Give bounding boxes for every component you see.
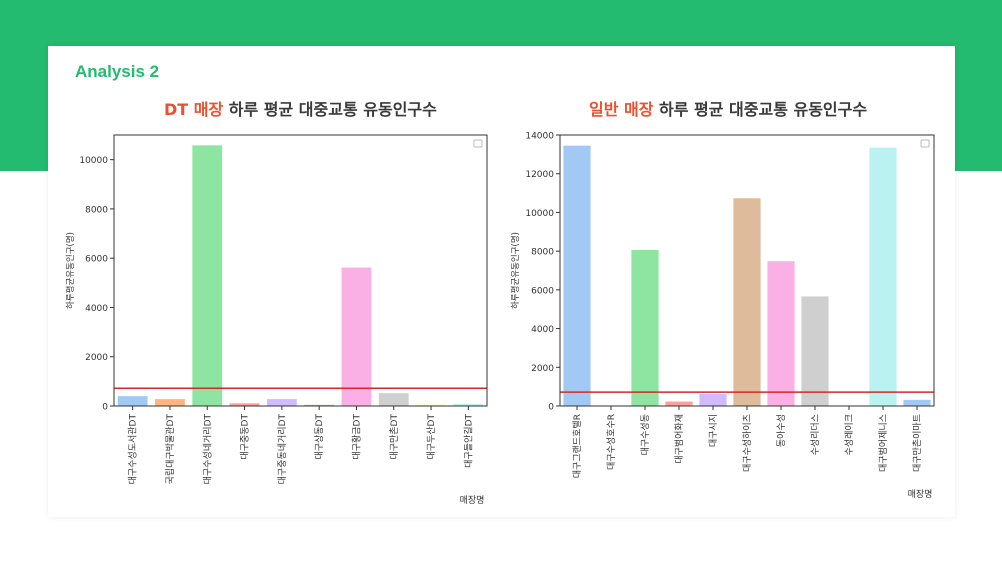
chart-1: 0 2000 4000 6000 8000 10000 12000 14000 대구그랜드호텔R… [510,132,935,500]
y-axis-label: 하루평균유동인구(명) [65,232,76,309]
y-tick-label: 12000 [525,170,554,180]
x-tick-label: 대구상동DT [314,414,325,460]
y-tick-label: 6000 [531,286,554,296]
bar-1 [155,399,185,406]
chart-title-general: 일반 매장 하루 평균 대중교통 유동인구수 [589,96,867,120]
bar-3 [229,403,260,406]
y-tick-label: 10000 [79,156,108,166]
y-tick-label: 8000 [531,248,554,258]
y-tick-label: 8000 [85,205,108,215]
x-axis-label: 매장명 [460,495,485,506]
x-tick-label: 대구수성동 [640,414,651,455]
y-tick-label: 6000 [85,255,108,265]
chart-title-rest: 하루 평균 대중교통 유동인구수 [653,100,868,119]
bar-2 [631,249,659,406]
bar-8 [416,404,446,406]
x-tick-label: 대구시지 [708,414,719,447]
bar-3 [665,401,693,406]
y-axis-label: 하루평균유동인구(명) [510,232,521,309]
bar-4 [699,393,727,406]
x-tick-label: 대구범어화재 [674,414,685,464]
bar-4 [266,399,297,406]
y-tick-label: 4000 [85,304,108,314]
x-tick-label: 대구황금DT [351,414,362,460]
x-tick-label: 대구들안길DT [463,413,474,467]
bar-6 [341,267,372,406]
x-tick-label: 동아수성 [776,414,787,447]
x-tick-label: 대구수성네거리DT [202,414,213,485]
x-tick-label: 대구수성하이츠 [742,414,753,472]
bar-9 [453,404,484,406]
x-tick-label: 대구두산DT [426,414,437,460]
x-tick-label: 대구그랜드호텔R [571,414,583,478]
bar-0 [563,145,591,406]
x-tick-label: 수성리더스 [810,414,821,455]
y-tick-label: 2000 [85,353,108,363]
chart-title-highlight: DT 매장 [164,100,224,119]
y-tick-label: 0 [102,403,108,413]
y-tick-label: 0 [548,403,554,413]
section-heading: Analysis 2 [75,62,160,81]
bar-5 [304,404,335,406]
y-tick-label: 4000 [531,325,554,335]
x-tick-label: 수성레이크 [844,414,855,455]
y-tick-label: 14000 [525,132,554,142]
chart-title-highlight: 일반 매장 [589,100,654,119]
bar-2 [192,145,223,406]
x-tick-label: 대구만촌이마트 [912,414,923,472]
bar-9 [869,147,897,406]
x-tick-label: 대구중동네거리DT [277,414,288,485]
bar-7 [378,393,409,406]
chart-0: 0 2000 4000 6000 8000 10000 대구수성도서관DT 국립대구박물관DT… [65,134,488,506]
x-tick-label: 대구수성호수R [606,414,617,470]
legend-box [473,139,483,148]
x-tick-label: 국립대구박물관DT [165,414,176,485]
x-tick-label: 대구만촌DT [389,414,400,460]
bar-10 [903,399,931,406]
bar-6 [767,261,795,406]
x-tick-label: 대구중동DT [240,414,251,460]
x-tick-label: 대구수성도서관DT [128,414,139,485]
y-tick-label: 10000 [525,209,554,219]
x-axis-label: 매장명 [908,489,933,500]
bar-0 [117,396,148,406]
bar-5 [733,198,761,406]
y-tick-label: 2000 [531,364,554,374]
plot-frame [113,134,488,407]
bar-7 [801,296,829,406]
legend-box [920,139,930,148]
x-tick-label: 대구범어제니스 [878,414,889,472]
chart-title-dt: DT 매장 하루 평균 대중교통 유동인구수 [164,96,437,120]
chart-title-rest: 하루 평균 대중교통 유동인구수 [223,100,437,119]
